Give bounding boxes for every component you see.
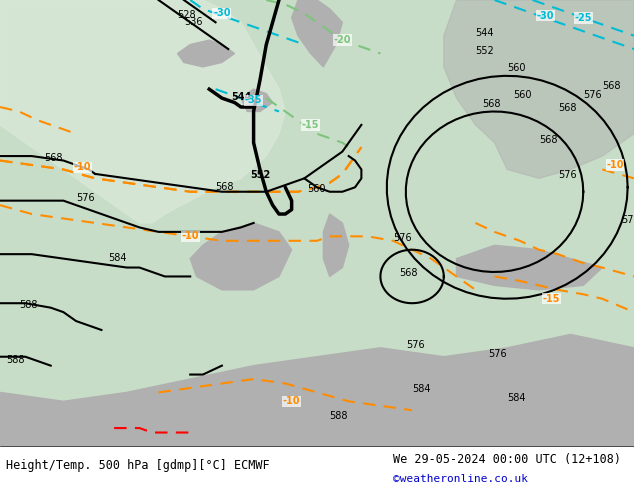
Text: -30: -30: [213, 8, 231, 19]
Text: 568: 568: [44, 152, 63, 163]
Text: 568: 568: [558, 103, 576, 114]
Polygon shape: [178, 40, 235, 67]
Text: 584: 584: [108, 253, 126, 263]
Text: 576: 576: [406, 340, 424, 350]
Text: 576: 576: [621, 215, 634, 225]
Text: -10: -10: [283, 396, 301, 406]
Text: 584: 584: [412, 384, 430, 394]
Text: 552: 552: [250, 171, 270, 180]
Text: 568: 568: [482, 99, 500, 109]
Text: Height/Temp. 500 hPa [gdmp][°C] ECMWF: Height/Temp. 500 hPa [gdmp][°C] ECMWF: [6, 459, 270, 472]
Text: 544: 544: [231, 92, 252, 102]
Text: 560: 560: [514, 90, 532, 100]
Text: -15: -15: [302, 120, 320, 130]
Text: 528: 528: [178, 10, 196, 20]
Text: 576: 576: [488, 349, 507, 359]
Polygon shape: [190, 223, 292, 290]
Text: 560: 560: [507, 63, 526, 74]
Text: -20: -20: [333, 35, 351, 45]
Text: 576: 576: [76, 193, 94, 203]
Polygon shape: [0, 0, 285, 223]
Text: 588: 588: [330, 411, 348, 421]
Text: 576: 576: [393, 233, 411, 243]
Text: -35: -35: [245, 96, 262, 105]
Text: 568: 568: [216, 181, 234, 192]
Text: 552: 552: [444, 0, 463, 2]
Polygon shape: [444, 0, 634, 178]
Text: -25: -25: [574, 13, 592, 23]
Text: 588: 588: [19, 300, 37, 310]
Text: 576: 576: [558, 171, 576, 180]
Polygon shape: [456, 245, 602, 290]
Text: ©weatheronline.co.uk: ©weatheronline.co.uk: [393, 474, 528, 484]
Polygon shape: [292, 0, 342, 67]
Text: 536: 536: [184, 17, 202, 26]
Text: -10: -10: [606, 160, 624, 170]
Text: 584: 584: [507, 393, 526, 403]
Polygon shape: [241, 89, 273, 112]
Text: 588: 588: [6, 355, 25, 366]
Text: 560: 560: [307, 184, 326, 194]
Text: -15: -15: [543, 294, 560, 304]
Text: 544: 544: [476, 27, 494, 38]
Text: 568: 568: [539, 135, 557, 145]
Polygon shape: [323, 214, 349, 276]
Text: -10: -10: [74, 162, 91, 172]
Text: -10: -10: [181, 231, 199, 242]
Text: -30: -30: [536, 11, 554, 21]
Text: 576: 576: [583, 90, 602, 100]
Text: 568: 568: [602, 81, 621, 91]
Text: We 29-05-2024 00:00 UTC (12+108): We 29-05-2024 00:00 UTC (12+108): [393, 453, 621, 466]
Polygon shape: [0, 334, 634, 446]
Text: 568: 568: [399, 269, 418, 278]
Text: 552: 552: [476, 46, 495, 55]
